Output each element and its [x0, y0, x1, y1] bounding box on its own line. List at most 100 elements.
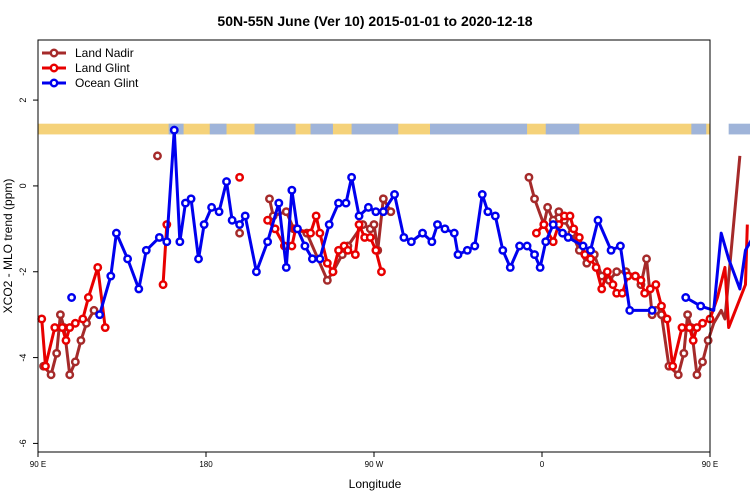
- data-point: [692, 323, 702, 332]
- data-point: [615, 241, 625, 251]
- data-point: [65, 370, 75, 380]
- legend-item: Land Nadir: [42, 46, 134, 60]
- ocean-band-segment: [545, 123, 580, 135]
- x-axis-title: Longitude: [349, 477, 402, 491]
- data-point: [580, 250, 590, 260]
- data-point: [300, 241, 310, 251]
- ocean-band-segment: [728, 123, 750, 135]
- data-point: [65, 323, 75, 332]
- data-point: [111, 228, 121, 238]
- data-point: [194, 254, 203, 264]
- data-point: [673, 370, 683, 380]
- data-point: [274, 198, 284, 208]
- data-point: [50, 323, 60, 332]
- data-point: [240, 211, 250, 221]
- data-point: [524, 172, 534, 182]
- data-point: [612, 267, 622, 277]
- data-point: [399, 232, 409, 242]
- data-point: [681, 293, 691, 302]
- data-point: [602, 267, 612, 277]
- data-point: [427, 237, 437, 247]
- data-point: [453, 250, 463, 260]
- data-point: [93, 263, 103, 272]
- legend-swatch-marker: [49, 78, 59, 88]
- data-point: [515, 241, 525, 251]
- data-point: [37, 314, 47, 324]
- data-point: [251, 267, 261, 277]
- data-point: [586, 245, 595, 255]
- data-point: [530, 194, 539, 204]
- data-point: [418, 228, 427, 238]
- data-point: [371, 245, 381, 255]
- data-point: [322, 258, 332, 268]
- data-point: [548, 237, 558, 247]
- data-point: [433, 220, 442, 229]
- legend-swatch-marker: [49, 48, 59, 58]
- data-point: [235, 228, 245, 238]
- data-point: [606, 245, 616, 255]
- data-point: [498, 245, 508, 255]
- data-point: [265, 194, 274, 204]
- data-point: [378, 207, 388, 217]
- data-point: [530, 250, 539, 260]
- y-axis-title: XCO2 - MLO trend (ppm): [1, 179, 15, 314]
- data-point: [89, 305, 99, 315]
- data-point: [235, 220, 245, 229]
- data-point: [574, 232, 584, 242]
- data-point: [490, 211, 500, 221]
- data-point: [214, 207, 224, 217]
- data-point: [470, 241, 480, 251]
- data-point: [334, 245, 343, 255]
- data-point: [642, 254, 651, 264]
- series-layer: [37, 125, 750, 380]
- data-point: [227, 215, 237, 225]
- data-point: [70, 318, 80, 328]
- data-point: [365, 232, 375, 242]
- legend-label: Ocean Glint: [75, 76, 139, 90]
- data-point: [287, 241, 297, 251]
- data-point: [322, 275, 332, 285]
- data-point: [315, 228, 325, 238]
- data-point: [350, 250, 360, 260]
- data-point: [134, 284, 144, 294]
- data-point: [625, 305, 635, 315]
- data-point: [186, 194, 196, 204]
- series-land-glint: [37, 172, 749, 371]
- data-point: [354, 211, 364, 221]
- data-point: [558, 228, 567, 238]
- data-point: [324, 220, 334, 229]
- y-tick-label: -6: [18, 439, 28, 447]
- y-tick-label: 2: [18, 98, 28, 103]
- x-axis-ticks: 90 E 180 90 W 0 90 E: [30, 452, 718, 469]
- data-point: [440, 224, 450, 234]
- data-point: [281, 263, 291, 272]
- data-point: [293, 224, 302, 234]
- data-point: [328, 267, 338, 277]
- y-axis-ticks: 2 0 -2 -4 -6: [18, 98, 38, 447]
- ocean-band-segment: [310, 123, 333, 135]
- series-land-nadir: [39, 151, 742, 380]
- data-point: [334, 198, 343, 208]
- data-point: [153, 151, 162, 161]
- data-point: [347, 172, 357, 182]
- data-point: [677, 323, 687, 332]
- data-point: [76, 335, 86, 345]
- data-point: [306, 228, 315, 238]
- data-point: [154, 232, 164, 242]
- data-point: [83, 293, 93, 302]
- data-point: [281, 207, 291, 217]
- data-point: [640, 288, 650, 298]
- data-point: [263, 237, 273, 247]
- ocean-band-segment: [254, 123, 296, 135]
- data-point: [46, 370, 56, 380]
- data-point: [449, 228, 459, 238]
- data-point: [696, 301, 706, 311]
- data-point: [141, 245, 151, 255]
- data-point: [386, 207, 396, 217]
- series-ocean-glint: [67, 125, 750, 320]
- data-point: [531, 228, 541, 238]
- data-point: [688, 335, 698, 345]
- chart-title: 50N-55N June (Ver 10) 2015-01-01 to 2020…: [217, 13, 532, 29]
- data-point: [692, 370, 702, 380]
